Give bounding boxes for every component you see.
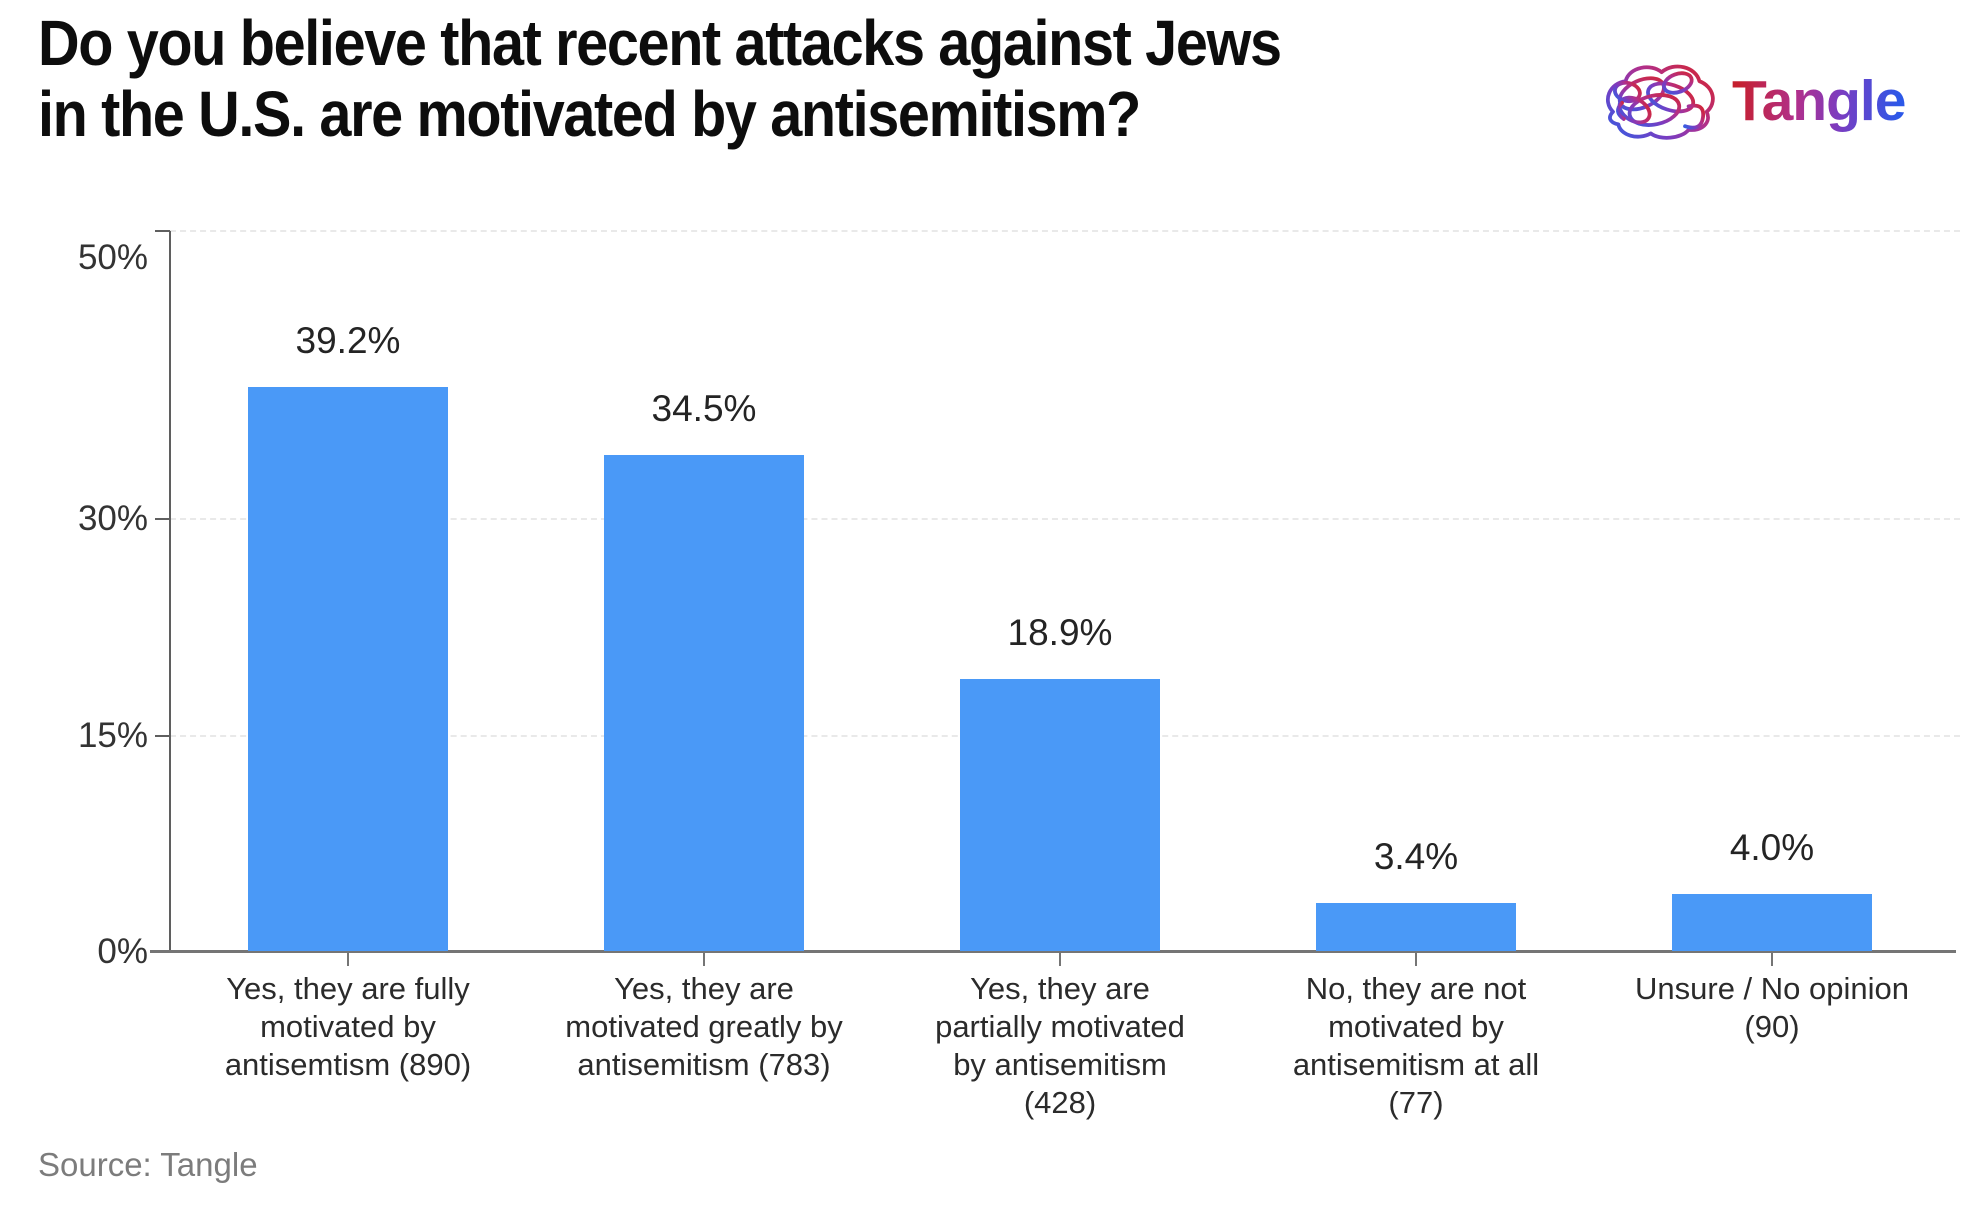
x-tick-2 [703,953,705,966]
y-tick-15pct [155,734,170,737]
x-tick-4 [1415,953,1417,966]
gridline-30pct [170,518,1960,521]
bar-2 [604,454,804,951]
y-axis-label-30pct: 30% [77,499,148,539]
bar-value-label-2: 34.5% [651,387,757,429]
x-axis-label-2: Yes, they are motivated greatly by antis… [565,971,843,1082]
tangle-wordmark: Tangle [1732,69,1906,133]
y-axis-label-15pct: 15% [77,715,148,755]
y-axis-label-50pct: 50% [77,238,148,277]
bar-1 [248,386,448,951]
x-tick-1 [347,953,349,966]
x-axis-line [150,950,1956,953]
gridline-50pct [170,230,1960,232]
x-axis-label-3: Yes, they are partially motivated by ant… [935,971,1185,1120]
bar-value-label-4: 3.4% [1373,835,1459,877]
x-axis-label-5: Unsure / No opinion (90) [1635,971,1909,1044]
x-tick-3 [1059,953,1061,966]
y-tick-30pct [155,518,170,521]
bar-value-label-5: 4.0% [1729,827,1815,869]
tangle-brain-icon [1606,64,1715,140]
bar-value-label-1: 39.2% [295,319,401,361]
bar-4 [1316,902,1516,951]
x-axis-label-4: No, they are not motivated by antisemiti… [1292,971,1540,1120]
bar-3 [960,679,1160,951]
bar-5 [1672,894,1872,951]
tangle-logo: Tangle [1594,56,1906,146]
x-tick-5 [1771,953,1773,966]
source-note: Source: Tangle [38,1146,258,1183]
x-axis-label-1: Yes, they are fully motivated by antisem… [224,971,472,1082]
bar-value-label-3: 18.9% [1007,612,1113,654]
y-axis-line [169,231,171,952]
y-tick-50pct [155,230,170,232]
y-axis-label-0pct: 0% [97,932,148,971]
chart-title: Do you believe that recent attacks again… [38,7,1282,150]
